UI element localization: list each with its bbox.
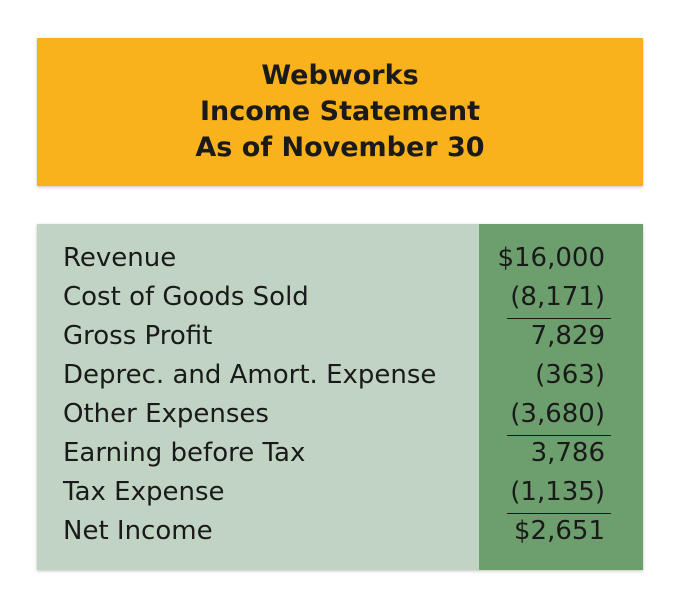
value-column [479,224,643,570]
row-value: 7,829 [530,321,605,351]
income-statement-table: Revenue $16,000 Cost of Goods Sold (8,17… [37,224,643,570]
row-value: (8,171) [510,282,605,312]
statement-period: As of November 30 [195,132,485,163]
row-label: Cost of Goods Sold [63,282,309,312]
row-value: 3,786 [530,438,605,468]
row-label: Gross Profit [63,321,213,351]
row-label: Revenue [63,243,177,273]
row-label: Tax Expense [63,477,225,507]
row-label: Deprec. and Amort. Expense [63,360,437,390]
statement-row-gross-profit: Gross Profit 7,829 [37,317,643,356]
statement-title: Income Statement [199,96,481,127]
row-label: Earning before Tax [63,438,306,468]
statement-row-tax-expense: Tax Expense (1,135) [37,473,643,512]
statement-row-cost-of-goods-sold: Cost of Goods Sold (8,171) [37,278,643,317]
statement-row-revenue: Revenue $16,000 [37,239,643,278]
statement-header: Webworks Income Statement As of November… [37,38,643,186]
statement-row-other-expenses: Other Expenses (3,680) [37,395,643,434]
row-value: $2,651 [514,516,605,546]
row-value: (3,680) [510,399,605,429]
row-value: (363) [535,360,605,390]
subtotal-rule [507,435,611,436]
row-label: Net Income [63,516,213,546]
row-value: (1,135) [510,477,605,507]
statement-row-net-income: Net Income $2,651 [37,512,643,551]
row-label: Other Expenses [63,399,269,429]
total-rule [507,513,611,514]
company-name: Webworks [261,60,419,91]
subtotal-rule [507,318,611,319]
statement-row-deprec-amort: Deprec. and Amort. Expense (363) [37,356,643,395]
row-value: $16,000 [497,243,605,273]
statement-row-earning-before-tax: Earning before Tax 3,786 [37,434,643,473]
